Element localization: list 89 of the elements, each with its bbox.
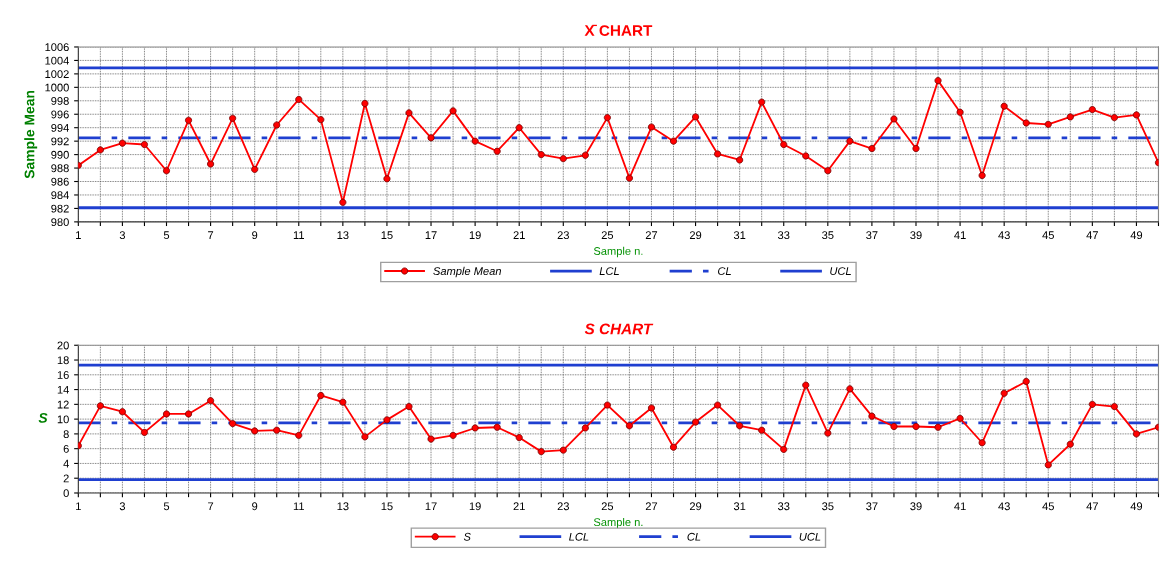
legend-label: CL: [718, 267, 731, 276]
x-tick-label: 47: [1086, 231, 1098, 239]
chart-title: X̄ CHART: [584, 24, 653, 37]
x-tick-label: 49: [1130, 231, 1143, 240]
x-tick-label: 29: [689, 502, 702, 511]
legend-label: LCL: [599, 267, 619, 276]
x-tick-label: 7: [208, 502, 214, 511]
x-tick-label: 15: [381, 502, 393, 511]
x-tick-label: 43: [998, 231, 1010, 240]
x-tick-label: 5: [163, 502, 170, 511]
x-tick-label: 41: [954, 231, 966, 239]
x-tick-label: 41: [954, 502, 966, 511]
x-tick-label: 31: [733, 502, 746, 511]
x-tick-label: 3: [119, 502, 126, 511]
x-tick-label: 11: [293, 231, 304, 239]
x-tick-label: 29: [689, 231, 702, 240]
y-tick-label: 2: [63, 474, 69, 483]
y-tick-label: 992: [51, 137, 69, 146]
x-tick-label: 39: [910, 231, 922, 240]
y-tick-label: 14: [57, 385, 69, 394]
y-tick-label: 996: [51, 110, 69, 119]
x-tick-label: 27: [645, 502, 658, 511]
x-tick-label: 23: [557, 231, 569, 240]
y-tick-label: 16: [57, 371, 69, 379]
x-tick-label: 5: [163, 231, 170, 240]
y-tick-label: 1002: [45, 70, 69, 79]
legend-label: UCL: [799, 532, 821, 541]
y-tick-label: 4: [63, 459, 69, 468]
x-tick-label: 47: [1086, 502, 1098, 511]
x-tick-label: 35: [822, 231, 834, 240]
x-tick-label: 9: [252, 231, 258, 240]
y-tick-label: 998: [51, 97, 69, 105]
y-tick-label: 10: [57, 415, 69, 424]
legend-label: S: [463, 532, 471, 541]
x-axis-title: Sample n.: [593, 246, 643, 258]
x-tick-label: 39: [910, 502, 922, 511]
y-axis-title: S: [38, 413, 48, 423]
legend-label: CL: [687, 532, 701, 541]
x-tick-label: 21: [513, 502, 525, 511]
x-tick-label: 45: [1042, 231, 1054, 240]
y-tick-label: 1004: [45, 56, 69, 65]
legend-label: UCL: [830, 267, 851, 276]
x-tick-label: 19: [469, 502, 481, 511]
y-tick-label: 6: [63, 444, 69, 453]
x-tick-label: 17: [425, 231, 437, 239]
x-tick-label: 13: [337, 502, 349, 511]
x-tick-label: 21: [513, 231, 525, 239]
y-tick-label: 20: [57, 341, 69, 350]
x-tick-label: 33: [777, 231, 790, 240]
x-tick-label: 15: [381, 231, 393, 240]
x-tick-label: 37: [866, 502, 878, 511]
x-tick-label: 25: [601, 502, 614, 511]
legend-label: LCL: [569, 532, 589, 541]
x-tick-label: 3: [119, 231, 126, 240]
y-tick-label: 988: [51, 164, 69, 173]
y-tick-label: 0: [63, 489, 69, 498]
y-axis-title: Sample Mean: [24, 90, 38, 179]
y-tick-label: 980: [51, 218, 69, 227]
x-tick-label: 49: [1130, 502, 1143, 511]
x-tick-label: 45: [1042, 502, 1054, 511]
x-tick-label: 43: [998, 502, 1010, 511]
x-tick-label: 31: [733, 231, 746, 240]
x-tick-label: 13: [337, 231, 349, 240]
x-tick-label: 27: [645, 231, 658, 239]
legend-label: Sample Mean: [433, 266, 501, 278]
y-tick-label: 8: [63, 430, 69, 439]
y-tick-label: 1000: [45, 83, 69, 92]
x-tick-label: 33: [777, 502, 790, 511]
x-tick-label: 35: [822, 502, 834, 511]
y-tick-label: 12: [57, 400, 69, 409]
x-tick-label: 1: [76, 502, 81, 511]
y-tick-label: 984: [51, 191, 69, 200]
y-tick-label: 994: [51, 123, 69, 132]
x-axis-title: Sample n.: [593, 517, 643, 529]
y-tick-label: 990: [51, 150, 69, 159]
x-tick-label: 11: [293, 502, 304, 511]
x-tick-label: 17: [425, 502, 437, 511]
x-tick-label: 1: [76, 231, 81, 239]
x-tick-label: 9: [252, 502, 258, 511]
x-tick-label: 23: [557, 502, 569, 511]
y-tick-label: 18: [57, 356, 69, 365]
chart-title: S CHART: [584, 323, 654, 335]
y-tick-label: 982: [51, 204, 69, 213]
y-tick-label: 986: [51, 177, 69, 186]
y-tick-label: 1006: [45, 43, 69, 52]
x-tick-label: 37: [866, 231, 878, 240]
x-tick-label: 7: [208, 231, 214, 239]
x-tick-label: 19: [469, 231, 481, 240]
x-tick-label: 25: [601, 231, 614, 240]
